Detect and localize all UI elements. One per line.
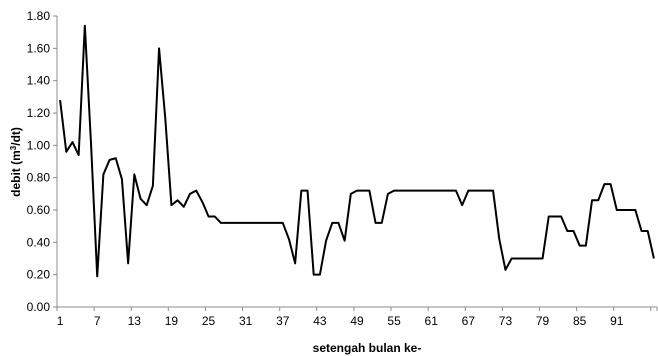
- x-tick-label: 37: [276, 314, 290, 328]
- x-tick-label: 91: [610, 314, 624, 328]
- x-tick-label: 7: [94, 314, 101, 328]
- x-tick-label: 79: [536, 314, 550, 328]
- x-tick-label: 43: [313, 314, 327, 328]
- x-tick-label: 31: [239, 314, 253, 328]
- y-tick-label: 0.40: [27, 235, 51, 249]
- y-tick-label: 1.00: [27, 138, 51, 152]
- x-tick-label: 55: [387, 314, 401, 328]
- x-tick-label: 1: [57, 314, 64, 328]
- y-axis-title-superscript: 3: [9, 145, 18, 150]
- series-line: [59, 24, 655, 278]
- x-tick-label: 67: [462, 314, 476, 328]
- x-tick-label: 49: [350, 314, 364, 328]
- y-axis-title-main: debit (m: [9, 150, 23, 197]
- y-tick-label: 1.60: [27, 41, 51, 55]
- x-tick-label: 61: [425, 314, 439, 328]
- y-tick-label: 0.60: [27, 203, 51, 217]
- y-tick-label: 0.80: [27, 171, 51, 185]
- y-tick-label: 1.20: [27, 106, 51, 120]
- y-axis: 0.00 0.20 0.40 0.60 0.80 1.00 1.20 1.40 1.60 1.80: [27, 9, 58, 314]
- x-tick-label: 73: [499, 314, 513, 328]
- y-axis-title: debit (m3/dt): [9, 127, 23, 197]
- y-axis-title-tail: /dt): [9, 127, 23, 146]
- plot-area: [59, 24, 655, 278]
- x-tick-label: 25: [202, 314, 216, 328]
- y-tick-label: 0.20: [27, 268, 51, 282]
- x-axis-title: setengah bulan ke-: [313, 341, 422, 355]
- y-tick-label: 0.00: [27, 300, 51, 314]
- x-tick-label: 85: [573, 314, 587, 328]
- x-axis: 1 7 13 19 25 31 37 43 49 55 61 67 73 79 85 91: [56, 306, 658, 328]
- y-tick-label: 1.40: [27, 74, 51, 88]
- x-tick-label: 13: [128, 314, 142, 328]
- y-tick-label: 1.80: [27, 9, 51, 23]
- x-tick-label: 19: [165, 314, 179, 328]
